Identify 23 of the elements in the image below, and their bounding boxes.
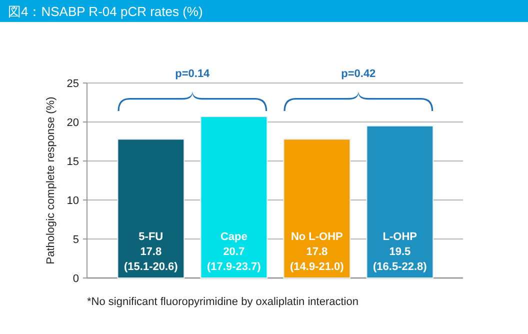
text: p=0.14	[175, 68, 211, 80]
y-tick-label: 25	[66, 78, 79, 90]
data-label: 19.5 (16.5-22.8)	[373, 246, 428, 273]
text: p=0.42	[341, 68, 376, 80]
x-tick-label: L-OHP	[382, 231, 418, 243]
bar	[366, 125, 434, 278]
y-axis-title: Pathologic complete response (%)	[45, 96, 57, 264]
x-tick-label: No L-OHP	[290, 231, 343, 243]
x-tick-label: Cape	[220, 231, 248, 243]
data-label: 20.7 (17.9-23.7)	[207, 246, 262, 273]
bar	[117, 138, 185, 278]
text: *No significant fluoropyrimidine by oxaliplatin interaction	[87, 296, 358, 308]
x-tick-label: 5-FU	[138, 231, 164, 243]
y-tick-label: 20	[66, 117, 79, 129]
y-tick-label: 0	[72, 273, 79, 285]
y-tick-label: 10	[66, 195, 79, 207]
chart-title: 図4：NSABP R-04 pCR rates (%)	[8, 4, 203, 19]
data-label: 17.8 (15.1-20.6)	[124, 246, 178, 273]
y-tick-label: 15	[66, 156, 79, 168]
data-label: 17.8 (14.9-21.0)	[290, 246, 344, 273]
bar	[200, 116, 268, 278]
y-tick-label: 5	[72, 234, 79, 246]
bar	[283, 138, 351, 278]
